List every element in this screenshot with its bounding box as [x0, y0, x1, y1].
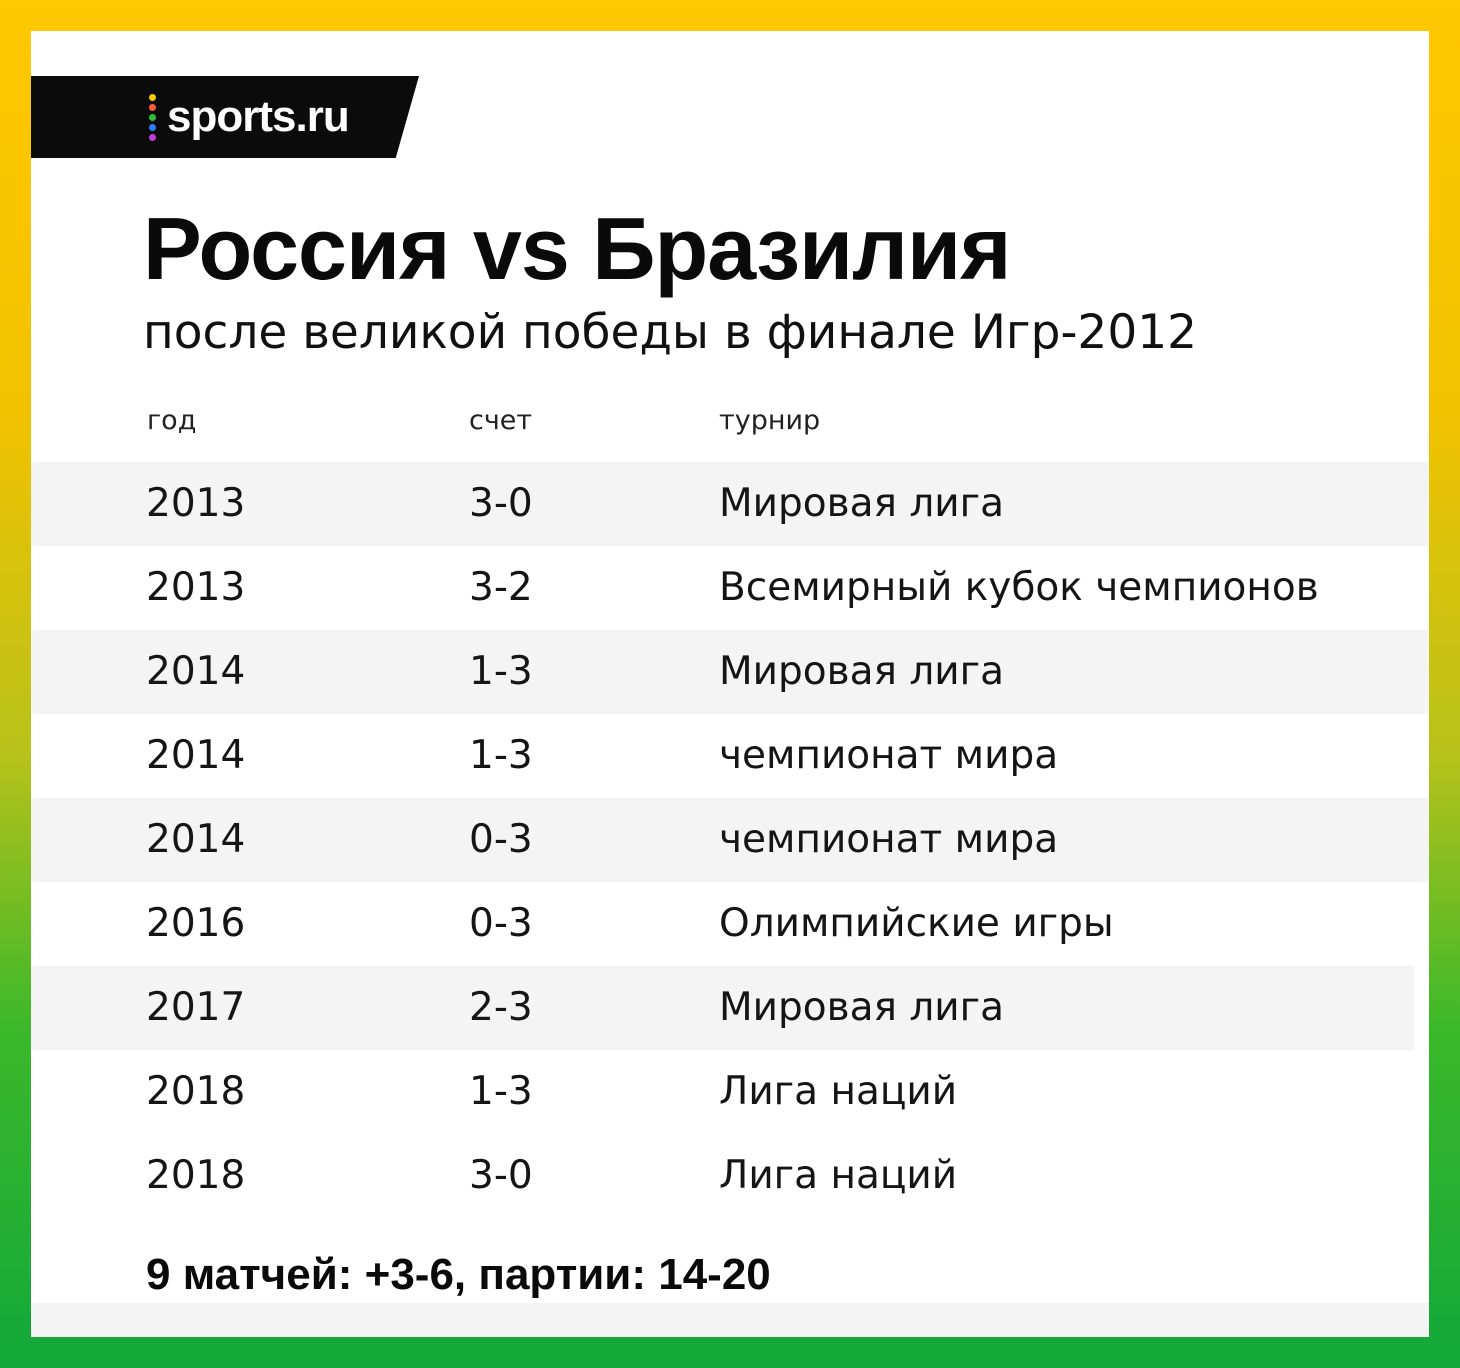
- infographic-card: sports.ru Россия vs Бразилия после велик…: [31, 31, 1429, 1337]
- cell-score: 2-3: [469, 985, 533, 1030]
- cell-score: 1-3: [469, 1069, 533, 1114]
- cell-score: 1-3: [469, 733, 533, 778]
- logo-dots-icon: [149, 94, 157, 142]
- header-tournament: турнир: [719, 405, 821, 436]
- results-table: 2013 3-0 Мировая лига 2013 3-2 Всемирный…: [31, 462, 1429, 1218]
- cell-year: 2013: [146, 565, 246, 610]
- logo-dot: [149, 134, 156, 141]
- summary-text: 9 матчей: +3-6, партии: 14-20: [146, 1250, 771, 1299]
- cell-tournament: Лига наций: [719, 1153, 958, 1198]
- table-row: 2018 1-3 Лига наций: [31, 1050, 1429, 1134]
- logo-dot: [149, 124, 156, 131]
- cell-tournament: чемпионат мира: [719, 733, 1059, 778]
- cell-tournament: Мировая лига: [719, 481, 1005, 526]
- table-header: год счет турнир: [31, 403, 1429, 443]
- header-score: счет: [469, 405, 533, 436]
- logo-dot: [149, 94, 156, 101]
- cell-year: 2017: [146, 985, 246, 1030]
- cell-year: 2014: [146, 649, 246, 694]
- footer-band: [31, 1303, 1429, 1337]
- page-title: Россия vs Бразилия: [143, 199, 1011, 298]
- table-row: 2017 2-3 Мировая лига: [31, 966, 1414, 1050]
- logo-text: sports.ru: [167, 92, 350, 141]
- cell-year: 2018: [146, 1069, 246, 1114]
- cell-year: 2018: [146, 1153, 246, 1198]
- cell-year: 2014: [146, 817, 246, 862]
- cell-year: 2016: [146, 901, 246, 946]
- cell-tournament: Всемирный кубок чемпионов: [719, 565, 1319, 610]
- cell-tournament: Лига наций: [719, 1069, 958, 1114]
- header-year: год: [147, 405, 197, 436]
- cell-score: 1-3: [469, 649, 533, 694]
- table-row: 2018 3-0 Лига наций: [31, 1134, 1429, 1218]
- cell-year: 2013: [146, 481, 246, 526]
- cell-score: 3-2: [469, 565, 533, 610]
- cell-tournament: Мировая лига: [719, 985, 1005, 1030]
- table-row: 2013 3-2 Всемирный кубок чемпионов: [31, 546, 1429, 630]
- table-row: 2013 3-0 Мировая лига: [31, 462, 1429, 546]
- table-row: 2014 1-3 Мировая лига: [31, 630, 1429, 714]
- cell-score: 0-3: [469, 901, 533, 946]
- logo-banner: sports.ru: [31, 76, 419, 158]
- table-row: 2014 1-3 чемпионат мира: [31, 714, 1429, 798]
- cell-tournament: Мировая лига: [719, 649, 1005, 694]
- logo-dot: [149, 114, 156, 121]
- cell-score: 3-0: [469, 1153, 533, 1198]
- logo-dot: [149, 104, 156, 111]
- cell-score: 0-3: [469, 817, 533, 862]
- cell-tournament: чемпионат мира: [719, 817, 1059, 862]
- page-subtitle: после великой победы в финале Игр-2012: [143, 305, 1198, 360]
- table-row: 2016 0-3 Олимпийские игры: [31, 882, 1429, 966]
- table-row: 2014 0-3 чемпионат мира: [31, 798, 1429, 882]
- cell-score: 3-0: [469, 481, 533, 526]
- cell-tournament: Олимпийские игры: [719, 901, 1114, 946]
- cell-year: 2014: [146, 733, 246, 778]
